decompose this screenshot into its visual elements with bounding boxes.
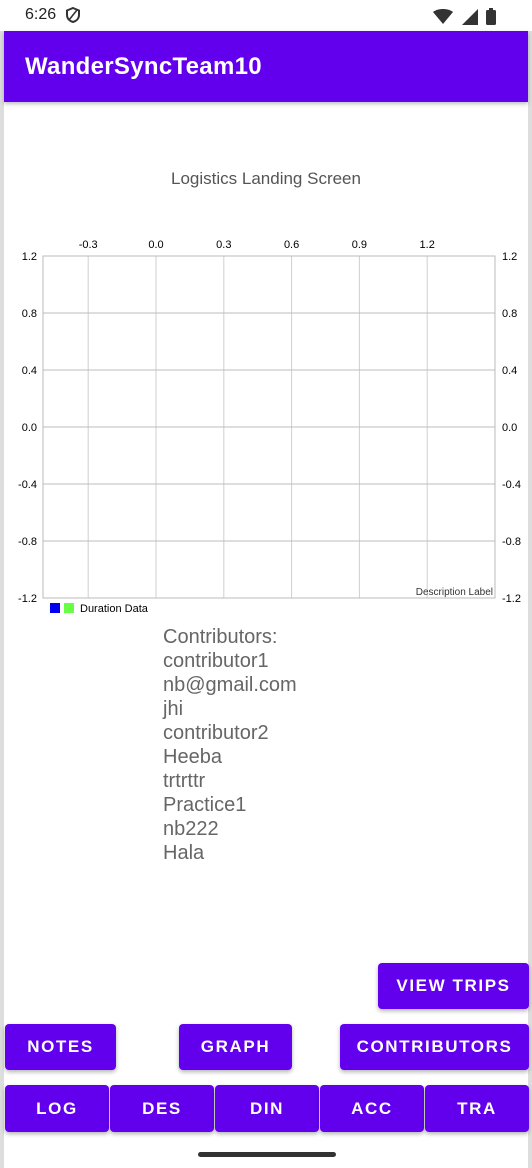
y-tick-label-right: 0.8 bbox=[502, 308, 517, 320]
contributors-button[interactable]: CONTRIBUTORS bbox=[340, 1024, 529, 1070]
y-tick-label-right: -0.4 bbox=[502, 479, 521, 491]
x-tick-label: 0.0 bbox=[148, 239, 163, 251]
y-tick-label-right: 1.2 bbox=[502, 251, 517, 263]
app-title: WanderSyncTeam10 bbox=[25, 53, 262, 80]
y-tick-label-right: -0.8 bbox=[502, 536, 521, 548]
contributor-item: jhi bbox=[163, 698, 184, 720]
y-tick-label-right: 0.0 bbox=[502, 422, 517, 434]
log-button[interactable]: LOG bbox=[5, 1085, 109, 1132]
status-time: 6:26 bbox=[25, 6, 57, 23]
y-tick-label-left: 0.0 bbox=[22, 422, 37, 434]
contributor-item: nb@gmail.com bbox=[163, 674, 297, 696]
y-tick-label-left: -1.2 bbox=[18, 593, 37, 605]
status-bar: 6:26 bbox=[0, 0, 532, 31]
duration-chart[interactable]: -0.3 0.0 0.3 0.6 0.9 1.2 1.2 1.2 0.8 0.8 0.4 0.4 0.0… bbox=[0, 228, 532, 618]
y-tick-label-left: -0.4 bbox=[18, 479, 37, 491]
contributor-item: Heeba bbox=[163, 746, 222, 768]
right-edge bbox=[528, 31, 532, 1168]
chart-description: Description Label bbox=[416, 587, 493, 598]
y-tick-label-left: 0.4 bbox=[22, 365, 37, 377]
notes-button[interactable]: NOTES bbox=[5, 1024, 116, 1070]
y-tick-label-left: 0.8 bbox=[22, 308, 37, 320]
x-tick-label: 0.6 bbox=[284, 239, 299, 251]
des-button[interactable]: DES bbox=[110, 1085, 214, 1132]
contributor-item: nb222 bbox=[163, 818, 219, 840]
shield-icon bbox=[66, 6, 80, 28]
contributor-item: contributor1 bbox=[163, 650, 269, 672]
x-tick-label: 0.9 bbox=[352, 239, 367, 251]
contributor-item: contributor2 bbox=[163, 722, 269, 744]
din-button[interactable]: DIN bbox=[215, 1085, 319, 1132]
y-tick-label-right: 0.4 bbox=[502, 365, 517, 377]
legend-label: Duration Data bbox=[80, 603, 149, 615]
legend-swatch-blue bbox=[50, 603, 60, 613]
tra-button[interactable]: TRA bbox=[425, 1085, 529, 1132]
signal-icon bbox=[461, 8, 478, 25]
screen-heading: Logistics Landing Screen bbox=[171, 169, 361, 188]
contributor-item: Hala bbox=[163, 842, 205, 864]
contributor-item: Practice1 bbox=[163, 794, 247, 816]
y-tick-label-left: -0.8 bbox=[18, 536, 37, 548]
y-tick-label-right: -1.2 bbox=[502, 593, 521, 605]
left-edge bbox=[0, 31, 4, 1168]
y-tick-label-left: 1.2 bbox=[22, 251, 37, 263]
home-indicator[interactable] bbox=[198, 1152, 336, 1157]
chart-frame bbox=[42, 255, 496, 599]
view-trips-button[interactable]: VIEW TRIPS bbox=[378, 963, 529, 1009]
contributors-list: Contributors: contributor1 nb@gmail.com … bbox=[163, 625, 297, 865]
contributors-header: Contributors: bbox=[163, 626, 278, 648]
x-tick-label: 1.2 bbox=[420, 239, 435, 251]
acc-button[interactable]: ACC bbox=[320, 1085, 424, 1132]
system-icons bbox=[429, 8, 496, 26]
battery-icon bbox=[486, 8, 496, 26]
graph-button[interactable]: GRAPH bbox=[179, 1024, 292, 1070]
app-bar: WanderSyncTeam10 bbox=[4, 31, 528, 102]
legend-swatch-green bbox=[64, 603, 74, 613]
wifi-icon bbox=[433, 8, 454, 24]
x-tick-label: -0.3 bbox=[79, 239, 98, 251]
x-tick-label: 0.3 bbox=[216, 239, 231, 251]
contributor-item: trtrttr bbox=[163, 770, 206, 792]
